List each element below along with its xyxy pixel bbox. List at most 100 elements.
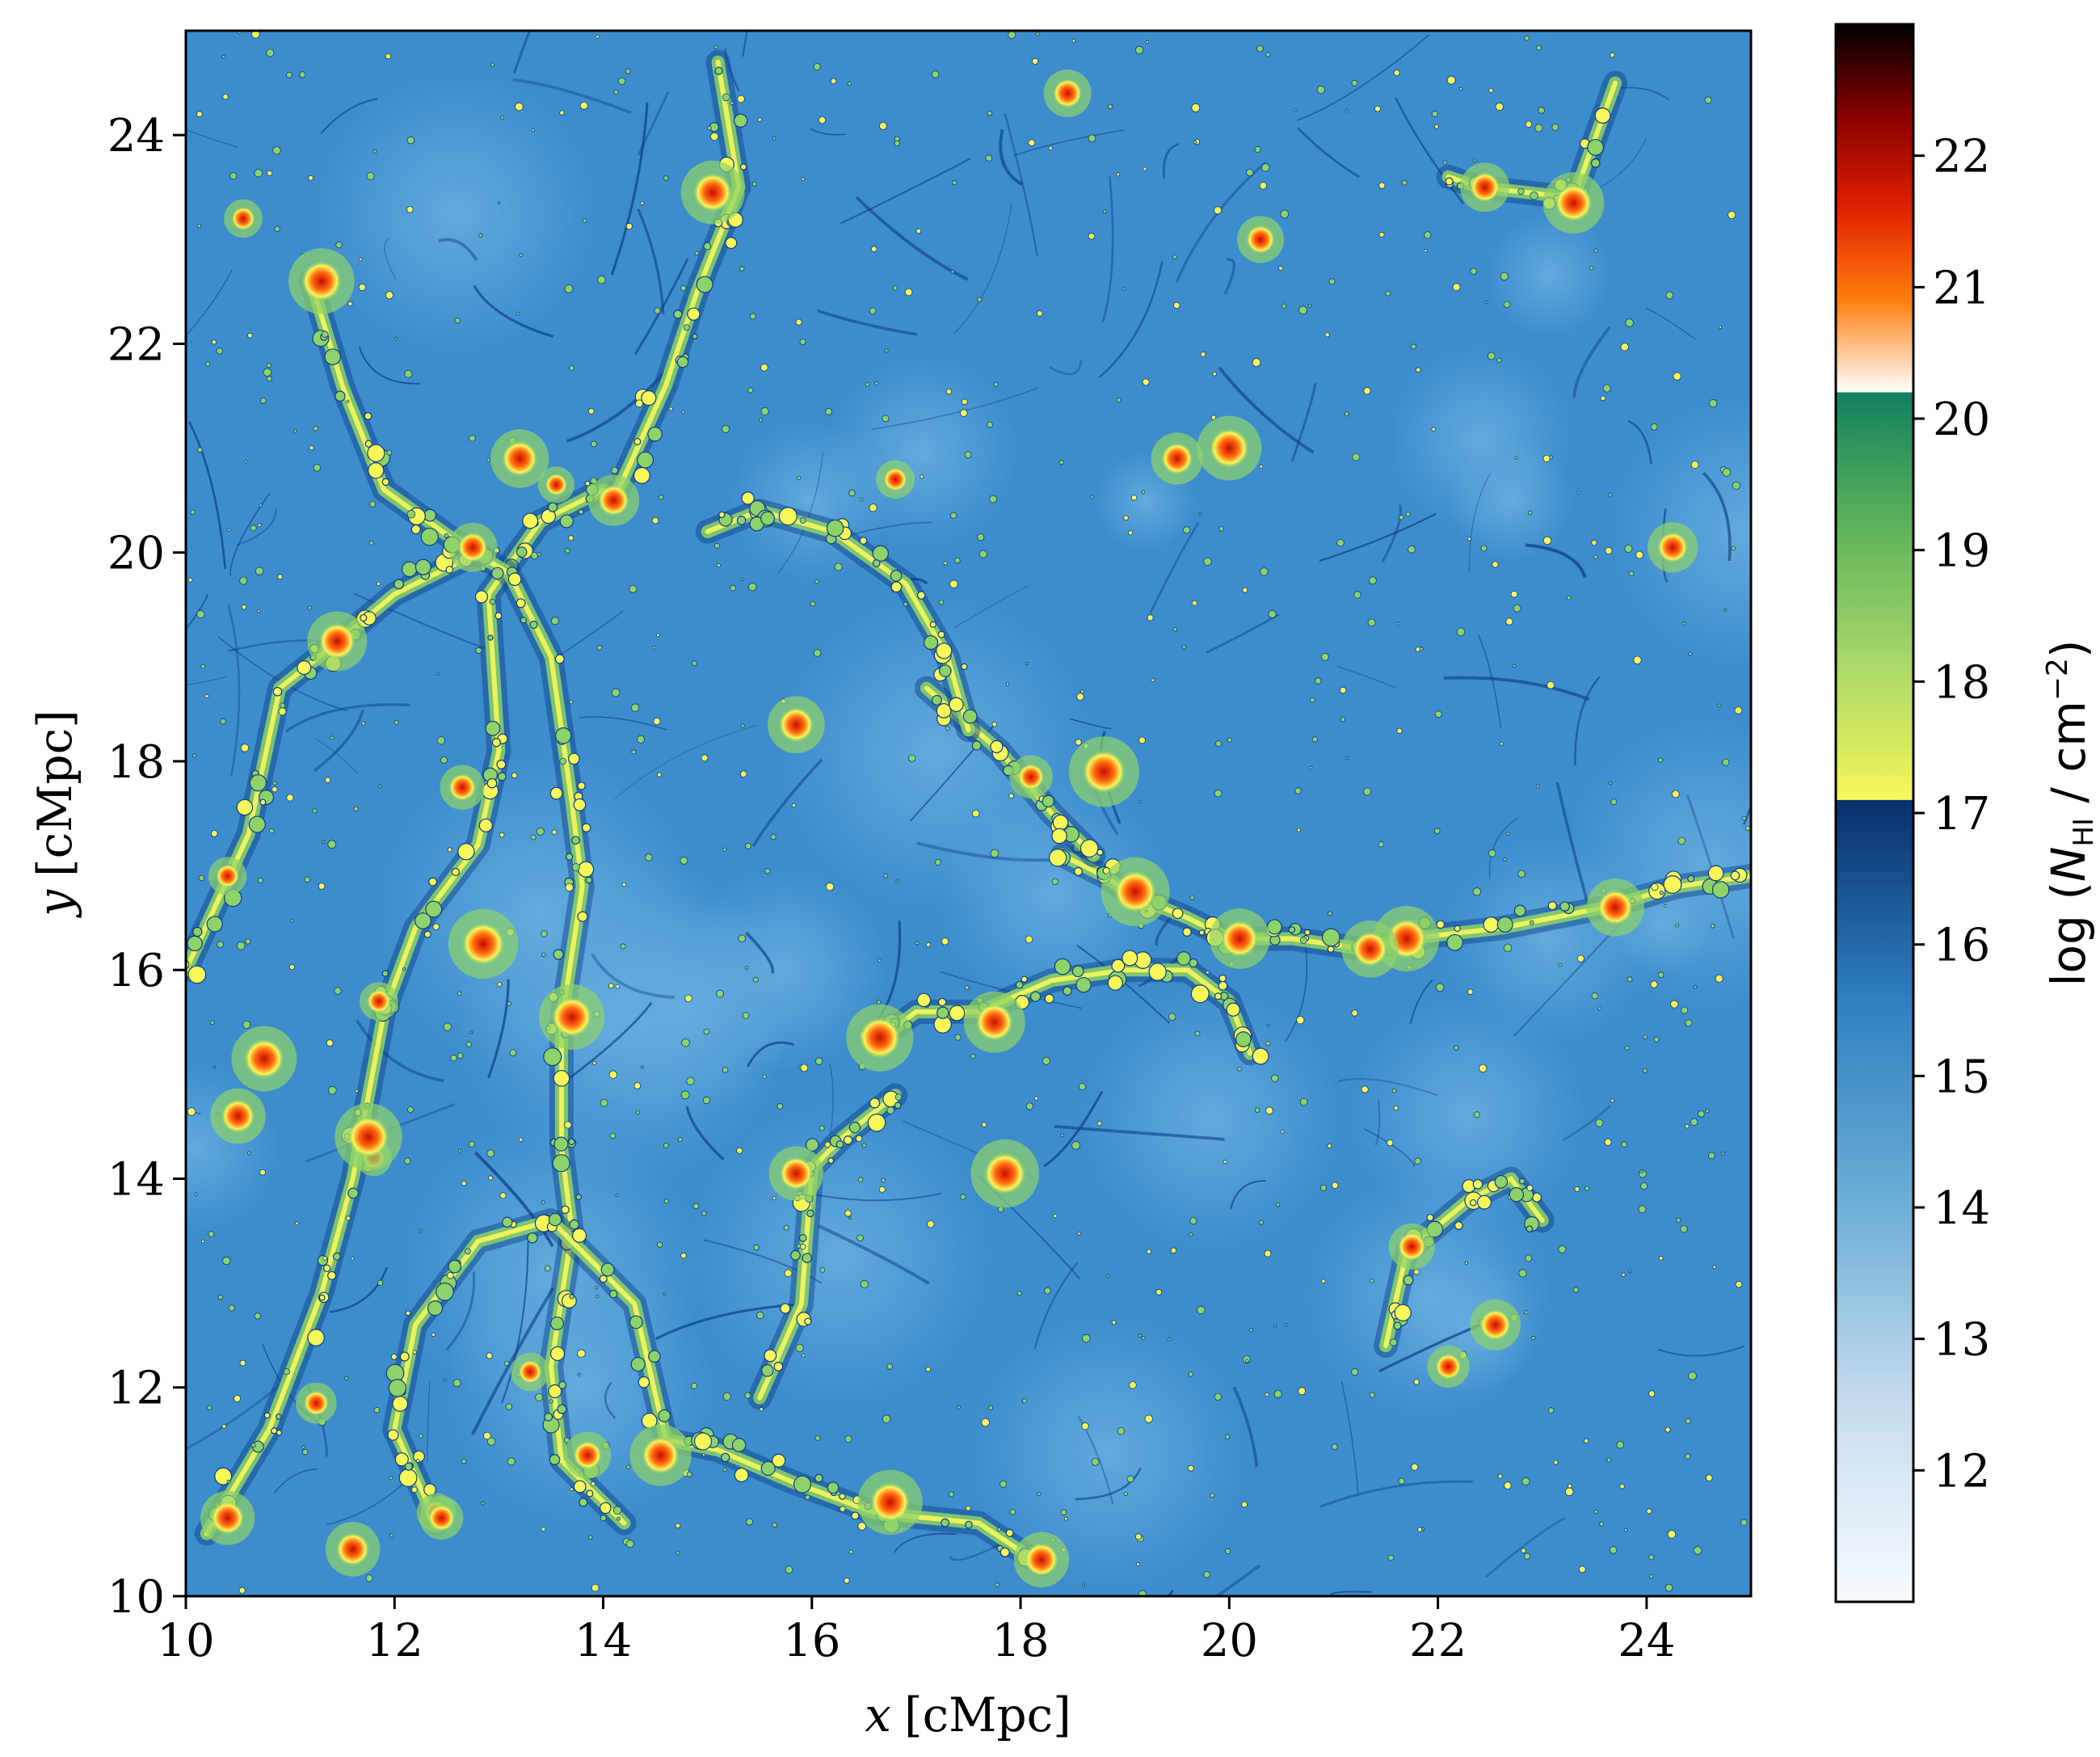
absorber-dot bbox=[591, 440, 597, 448]
absorber-dot bbox=[551, 617, 560, 626]
absorber-dot bbox=[1091, 1458, 1100, 1466]
gas-clump bbox=[271, 1427, 278, 1435]
absorber-dot bbox=[1105, 1274, 1110, 1278]
absorber-dot bbox=[475, 647, 482, 654]
absorber-dot bbox=[860, 1279, 869, 1289]
dense-core bbox=[537, 466, 574, 504]
absorber-dot bbox=[1401, 179, 1408, 186]
absorber-dot bbox=[1197, 1305, 1206, 1315]
absorber-dot bbox=[346, 399, 350, 403]
web-strand bbox=[438, 238, 478, 262]
gas-clump bbox=[1189, 958, 1198, 968]
gas-clump bbox=[555, 727, 572, 744]
absorber-dot bbox=[999, 1481, 1007, 1488]
absorber-dot bbox=[949, 579, 958, 588]
absorber-dot bbox=[1488, 87, 1494, 94]
web-strand bbox=[953, 204, 1012, 335]
dense-core bbox=[970, 1139, 1039, 1208]
absorber-dot bbox=[1367, 618, 1376, 627]
absorber-dot bbox=[1584, 1186, 1590, 1191]
absorber-dot bbox=[1206, 971, 1210, 975]
absorber-dot bbox=[1259, 464, 1264, 469]
gas-clump bbox=[676, 356, 689, 369]
absorber-dot bbox=[1454, 1045, 1459, 1051]
absorber-dot bbox=[1397, 621, 1401, 626]
absorber-dot bbox=[1351, 79, 1358, 86]
web-strand bbox=[724, 48, 740, 92]
web-strand bbox=[329, 1266, 389, 1313]
gas-clump bbox=[259, 798, 267, 806]
gas-clump bbox=[941, 1518, 950, 1527]
absorber-dot bbox=[263, 368, 272, 377]
absorber-dot bbox=[1521, 1548, 1526, 1553]
absorber-dot bbox=[1090, 495, 1094, 499]
absorber-dot bbox=[960, 409, 968, 417]
gas-clump bbox=[568, 752, 580, 765]
x-tick-label: 10 bbox=[157, 1615, 214, 1667]
absorber-dot bbox=[1144, 1414, 1153, 1423]
absorber-dot bbox=[450, 1054, 457, 1062]
void-region bbox=[938, 779, 1168, 1009]
web-strand bbox=[1336, 665, 1397, 689]
absorber-dot bbox=[608, 983, 614, 988]
absorber-dot bbox=[600, 1098, 608, 1107]
absorber-dot bbox=[478, 233, 483, 238]
absorber-dot bbox=[1413, 1269, 1420, 1275]
absorber-dot bbox=[198, 874, 205, 882]
gas-clump bbox=[457, 843, 475, 861]
web-strand bbox=[685, 1106, 725, 1161]
absorber-dot bbox=[254, 1312, 261, 1320]
absorber-dot bbox=[1505, 832, 1509, 836]
dense-core bbox=[768, 696, 825, 754]
absorber-dot bbox=[883, 873, 888, 878]
absorber-dot bbox=[996, 1527, 1002, 1532]
absorber-dot bbox=[757, 117, 762, 122]
absorber-dot bbox=[1311, 736, 1318, 743]
gas-clump bbox=[939, 664, 952, 677]
gas-clump bbox=[571, 1228, 587, 1243]
absorber-dot bbox=[366, 171, 375, 180]
absorber-dot bbox=[1344, 411, 1349, 417]
gas-clump bbox=[1176, 951, 1191, 966]
absorber-dot bbox=[1606, 1457, 1612, 1463]
colorbar-tick-label: 12 bbox=[1933, 1445, 1990, 1498]
absorber-dot bbox=[747, 387, 754, 394]
absorber-dot bbox=[390, 1354, 398, 1360]
colorbar-segment bbox=[1836, 799, 1913, 1602]
absorber-dot bbox=[457, 1149, 461, 1152]
absorber-dot bbox=[1044, 1287, 1051, 1295]
absorber-dot bbox=[1328, 278, 1336, 285]
gas-clump bbox=[577, 782, 586, 790]
absorber-dot bbox=[1529, 920, 1534, 925]
absorber-dot bbox=[259, 397, 267, 404]
gas-clump bbox=[931, 694, 942, 706]
dense-core bbox=[1470, 1299, 1521, 1350]
dense-core bbox=[680, 160, 745, 225]
absorber-dot bbox=[313, 425, 319, 432]
absorber-dot bbox=[1268, 609, 1277, 618]
absorber-dot bbox=[406, 509, 416, 519]
absorber-dot bbox=[1203, 1571, 1210, 1578]
absorber-dot bbox=[361, 721, 366, 726]
absorber-dot bbox=[1530, 191, 1538, 200]
web-strand bbox=[1572, 326, 1611, 398]
absorber-dot bbox=[931, 70, 940, 78]
absorber-dot bbox=[1558, 1245, 1567, 1253]
absorber-dot bbox=[680, 1252, 687, 1259]
web-strand bbox=[909, 723, 996, 822]
absorber-dot bbox=[615, 1193, 619, 1197]
absorber-dot bbox=[1624, 1528, 1628, 1532]
absorber-dot bbox=[1227, 737, 1232, 743]
gas-clump bbox=[1235, 1031, 1252, 1047]
web-strand bbox=[742, 31, 748, 57]
absorber-dot bbox=[945, 726, 950, 731]
absorber-dot bbox=[1378, 841, 1385, 848]
gas-clump bbox=[1513, 904, 1526, 917]
absorber-dot bbox=[861, 1143, 867, 1148]
web-strand bbox=[445, 1271, 476, 1350]
x-axis-label: x [cMpc] bbox=[865, 1687, 1071, 1742]
absorber-dot bbox=[257, 609, 261, 613]
absorber-dot bbox=[1315, 677, 1322, 685]
absorber-dot bbox=[988, 1405, 994, 1410]
absorber-dot bbox=[1193, 140, 1197, 145]
